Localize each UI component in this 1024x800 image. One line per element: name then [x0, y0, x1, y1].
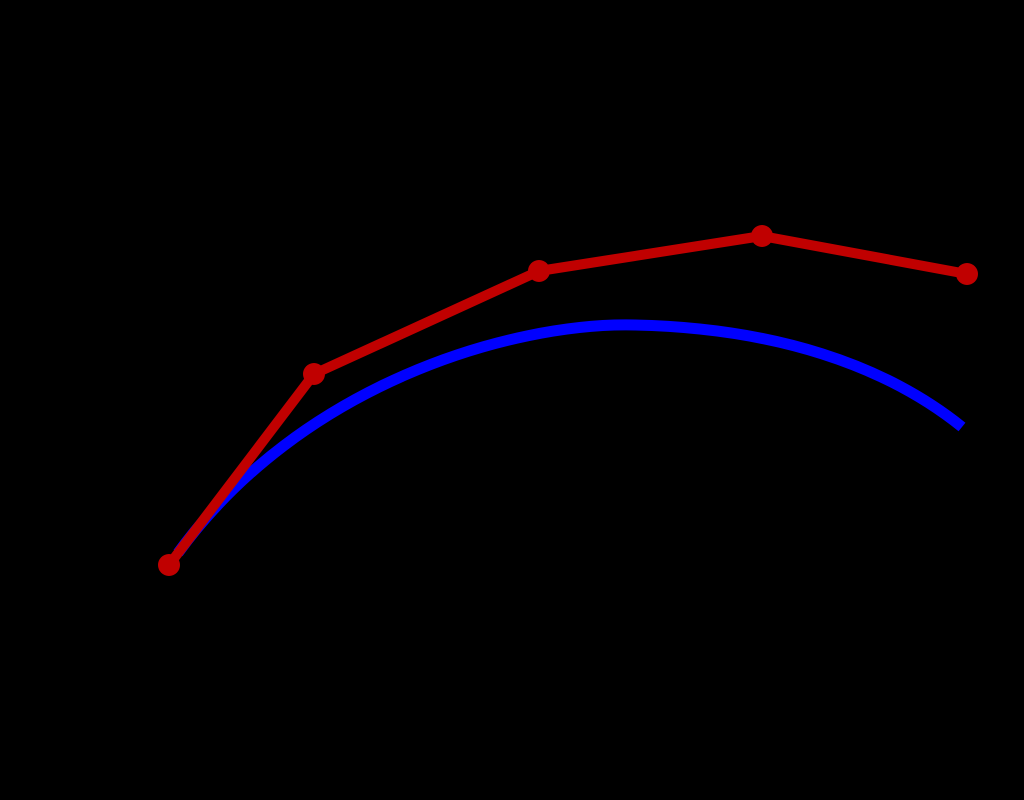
control-point [158, 554, 180, 576]
control-point [528, 260, 550, 282]
bezier-curve [173, 319, 966, 557]
control-point [956, 263, 978, 285]
control-point [303, 363, 325, 385]
control-point [751, 225, 773, 247]
control-points [158, 225, 978, 576]
